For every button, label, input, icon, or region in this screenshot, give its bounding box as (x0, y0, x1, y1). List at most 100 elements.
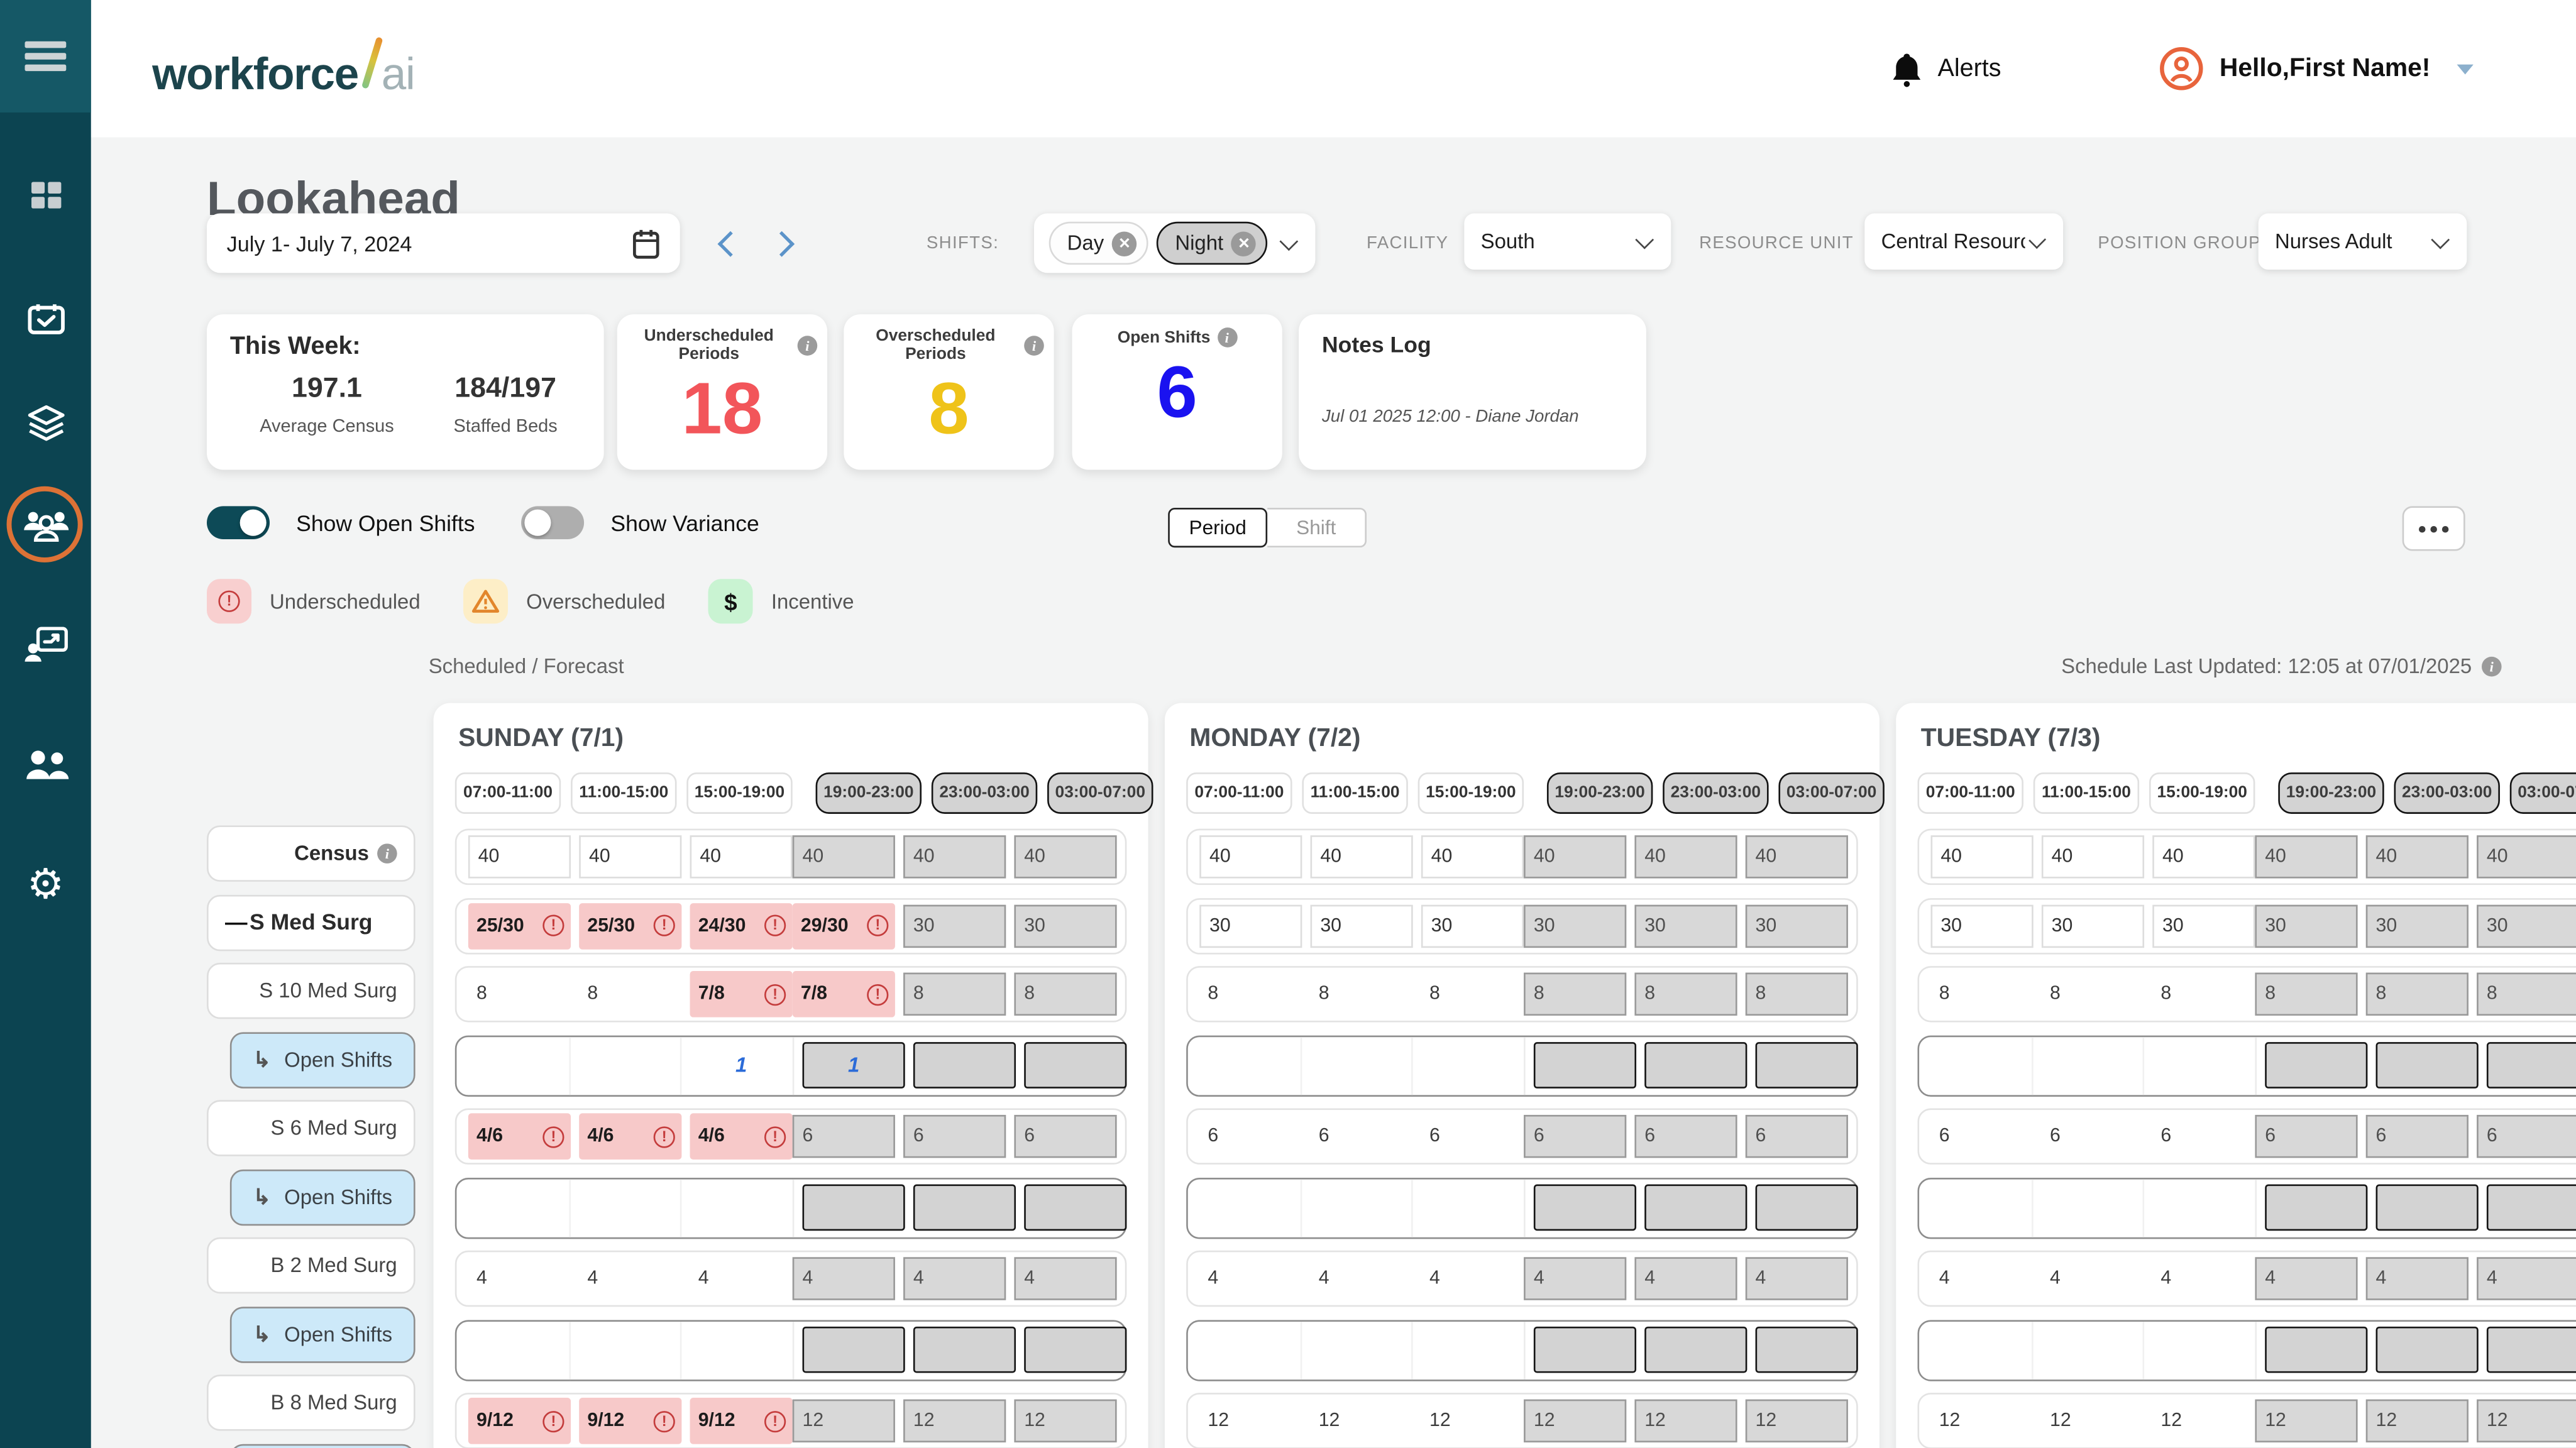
remove-night-icon[interactable]: ✕ (1231, 231, 1257, 256)
schedule-cell[interactable]: 8 (1939, 984, 1950, 1004)
schedule-cell[interactable]: 40 (1745, 835, 1848, 879)
schedule-cell[interactable]: 8 (2365, 972, 2469, 1016)
schedule-cell[interactable]: 6 (2477, 1114, 2576, 1158)
time-chip-night[interactable]: 23:00-03:00 (1663, 772, 1769, 814)
schedule-cell[interactable] (2486, 1184, 2576, 1231)
schedule-cell[interactable] (2042, 1036, 2145, 1095)
schedule-cell[interactable] (1931, 1320, 2034, 1379)
schedule-cell[interactable]: 6 (1939, 1126, 1950, 1146)
schedule-cell[interactable] (2042, 1178, 2145, 1237)
schedule-cell[interactable]: 8 (1208, 984, 1219, 1004)
schedule-cell[interactable]: 40 (468, 835, 571, 879)
row-label-unit[interactable]: B 2 Med Surg (207, 1237, 416, 1294)
schedule-cell[interactable] (802, 1184, 905, 1231)
schedule-cell[interactable]: 40 (2477, 835, 2576, 879)
schedule-cell[interactable]: 8 (1014, 972, 1117, 1016)
schedule-cell[interactable] (468, 1320, 571, 1379)
schedule-cell[interactable] (1644, 1184, 1748, 1231)
schedule-cell[interactable]: 40 (2041, 835, 2145, 879)
schedule-cell[interactable]: 12 (1634, 1399, 1737, 1443)
schedule-cell[interactable] (1755, 1042, 1858, 1089)
schedule-cell[interactable] (1311, 1036, 1413, 1095)
schedule-cell[interactable]: 9/12! (468, 1398, 571, 1444)
schedule-cell[interactable]: 8 (587, 984, 598, 1004)
schedule-cell[interactable]: 4 (1939, 1268, 1950, 1289)
schedule-cell[interactable]: 6 (2050, 1126, 2061, 1146)
time-chip-day[interactable]: 07:00-11:00 (1917, 772, 2023, 814)
schedule-cell[interactable]: 8 (2255, 972, 2358, 1016)
schedule-cell[interactable]: 30 (2041, 904, 2145, 947)
schedule-cell[interactable] (579, 1178, 682, 1237)
sidebar-item-team[interactable] (0, 746, 91, 786)
schedule-cell[interactable]: 6 (2365, 1114, 2469, 1158)
schedule-cell[interactable]: 8 (903, 972, 1006, 1016)
schedule-cell[interactable] (1644, 1326, 1748, 1373)
info-icon[interactable]: i (1024, 336, 1044, 356)
schedule-cell[interactable]: 4 (1208, 1268, 1219, 1289)
schedule-cell[interactable]: 7/8! (792, 970, 895, 1017)
schedule-cell[interactable] (1644, 1042, 1748, 1089)
info-icon[interactable]: i (1217, 327, 1237, 348)
schedule-cell[interactable] (1024, 1184, 1127, 1231)
schedule-cell[interactable] (2375, 1042, 2479, 1089)
info-icon[interactable]: i (377, 843, 397, 864)
schedule-cell[interactable]: 4 (476, 1268, 487, 1289)
more-options-button[interactable] (2402, 506, 2465, 551)
schedule-cell[interactable] (1311, 1320, 1413, 1379)
schedule-cell[interactable] (1755, 1184, 1858, 1231)
shift-chip-night[interactable]: Night ✕ (1157, 221, 1269, 265)
time-chip-day[interactable]: 11:00-15:00 (571, 772, 677, 814)
shift-filter[interactable]: Day ✕ Night ✕ (1034, 213, 1316, 273)
schedule-cell[interactable] (1533, 1326, 1637, 1373)
time-chip-night[interactable]: 03:00-07:00 (1778, 772, 1885, 814)
schedule-cell[interactable]: 30 (903, 904, 1006, 947)
schedule-cell[interactable]: 8 (1745, 972, 1848, 1016)
schedule-cell[interactable]: 6 (2255, 1114, 2358, 1158)
chevron-down-icon[interactable] (1280, 231, 1299, 250)
time-chip-night[interactable]: 23:00-03:00 (2394, 772, 2500, 814)
period-tab[interactable]: Period (1168, 508, 1268, 548)
row-label-open-shifts[interactable]: ↳Open Shifts (229, 1443, 416, 1448)
schedule-cell[interactable]: 8 (1318, 984, 1329, 1004)
row-label-unit[interactable]: B 8 Med Surg (207, 1374, 416, 1431)
schedule-cell[interactable]: 25/30! (579, 902, 682, 949)
schedule-cell[interactable] (2265, 1326, 2368, 1373)
schedule-cell[interactable]: 4 (1634, 1257, 1737, 1300)
schedule-cell[interactable]: 40 (1524, 835, 1627, 879)
schedule-cell[interactable] (2042, 1320, 2145, 1379)
schedule-cell[interactable]: 12 (903, 1399, 1006, 1443)
schedule-cell[interactable]: 4/6! (690, 1113, 793, 1160)
shift-tab[interactable]: Shift (1267, 508, 1367, 548)
schedule-cell[interactable]: 4 (2050, 1268, 2061, 1289)
schedule-cell[interactable]: 25/30! (468, 902, 571, 949)
time-chip-day[interactable]: 15:00-19:00 (2149, 772, 2255, 814)
avatar[interactable] (2158, 47, 2203, 91)
schedule-cell[interactable]: 40 (690, 835, 793, 879)
schedule-cell[interactable] (1931, 1036, 2034, 1095)
schedule-cell[interactable]: 30 (2365, 904, 2469, 947)
schedule-cell[interactable]: 30 (1745, 904, 1848, 947)
sidebar-item-assignments[interactable] (0, 623, 91, 666)
schedule-cell[interactable] (1533, 1042, 1637, 1089)
schedule-cell[interactable]: 40 (2255, 835, 2358, 879)
info-icon[interactable]: i (2482, 656, 2502, 677)
schedule-cell[interactable]: 12 (1208, 1411, 1230, 1431)
schedule-cell[interactable]: 4 (587, 1268, 598, 1289)
time-chip-day[interactable]: 07:00-11:00 (454, 772, 561, 814)
schedule-cell[interactable] (1199, 1036, 1302, 1095)
schedule-cell[interactable] (1421, 1178, 1524, 1236)
schedule-cell[interactable]: 30 (2152, 904, 2255, 947)
schedule-cell[interactable]: 8 (2477, 972, 2576, 1016)
row-label-group[interactable]: — S Med Surg (207, 894, 416, 951)
sidebar-item-schedule[interactable] (0, 299, 91, 339)
schedule-cell[interactable]: 4 (2477, 1257, 2576, 1300)
schedule-cell[interactable]: 6 (1524, 1114, 1627, 1158)
info-icon[interactable]: i (797, 336, 818, 356)
time-chip-night[interactable]: 03:00-07:00 (1047, 772, 1153, 814)
schedule-cell[interactable]: 30 (1199, 904, 1302, 947)
schedule-cell[interactable] (690, 1178, 793, 1236)
schedule-cell[interactable]: 4 (1524, 1257, 1627, 1300)
schedule-cell[interactable] (2152, 1178, 2255, 1236)
chevron-down-icon[interactable] (2457, 63, 2474, 74)
schedule-cell[interactable]: 6 (1745, 1114, 1848, 1158)
